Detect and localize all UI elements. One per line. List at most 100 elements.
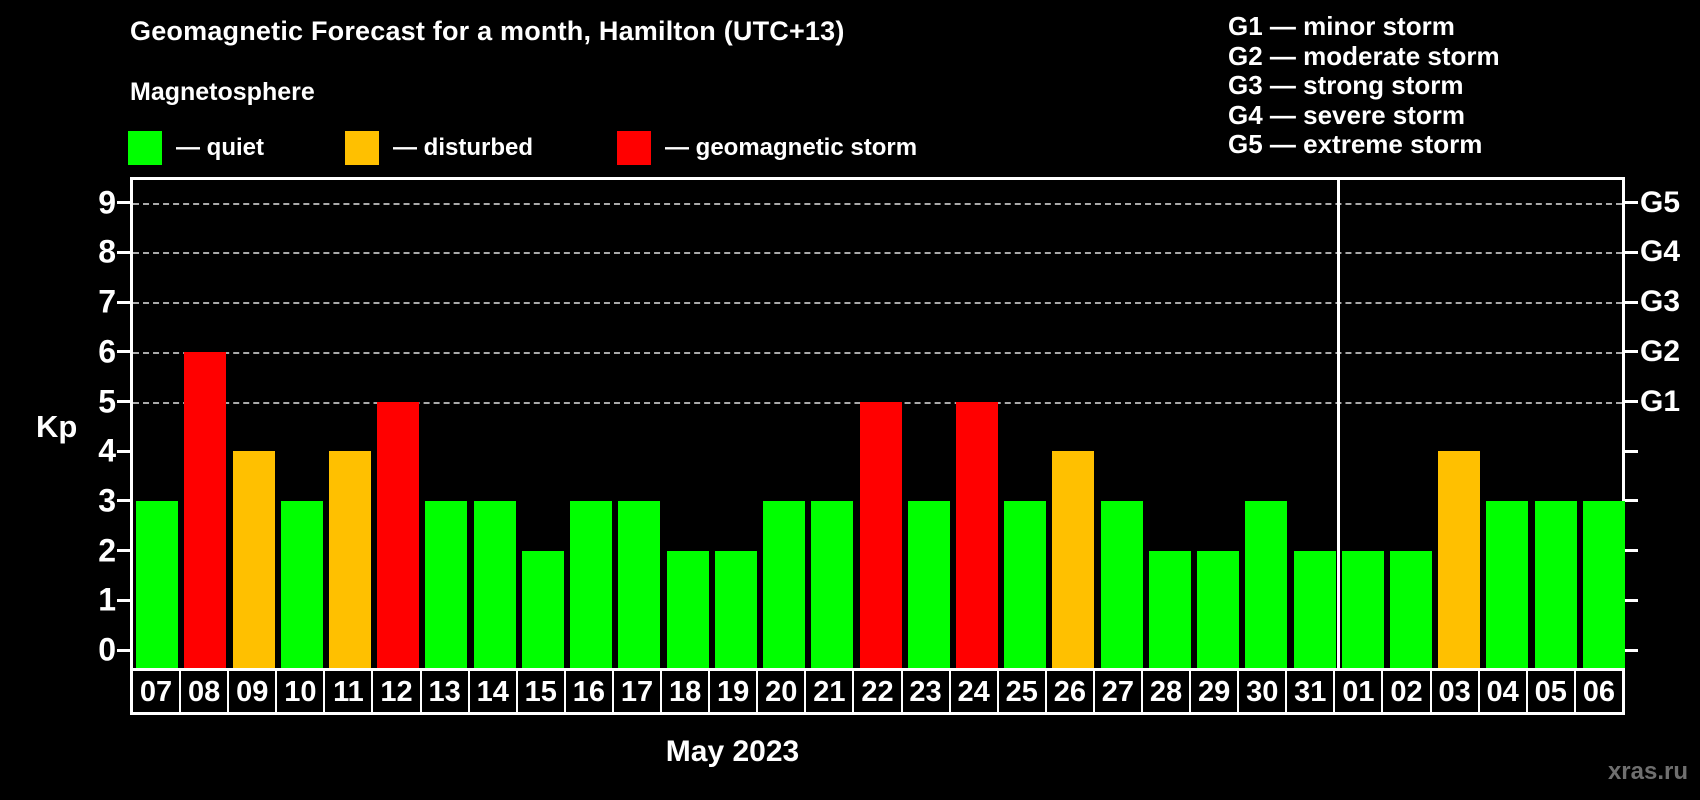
kp-bar: [136, 500, 179, 668]
left-axis-tick: [117, 400, 130, 403]
day-label-cell: 07: [139, 676, 173, 708]
left-axis-tick: [117, 300, 130, 304]
day-label-cell: 10: [275, 671, 323, 712]
plot-area: [130, 177, 1625, 668]
gridline-kp-8: [133, 252, 1622, 255]
kp-bar: [714, 550, 757, 668]
day-label-cell: 18: [660, 671, 708, 712]
day-label-cell: 14: [467, 671, 516, 712]
left-axis-tick: [117, 250, 130, 254]
y-tick-label: 3: [98, 482, 116, 519]
kp-bar: [1004, 500, 1047, 668]
day-label-cell: 24: [948, 671, 997, 712]
disturbed-color-swatch: [345, 131, 379, 165]
legend-item-disturbed: — disturbed: [345, 131, 533, 165]
kp-bar: [329, 451, 372, 668]
right-axis-tick: [1625, 648, 1638, 652]
right-axis-tick: [1625, 250, 1638, 254]
kp-bar: [1052, 451, 1095, 668]
day-label-cell: 02: [1381, 671, 1429, 712]
kp-bar: [1486, 500, 1529, 668]
day-label-cell: 28: [1140, 671, 1189, 712]
g-axis-label-g3: G3: [1640, 285, 1681, 319]
gridline-kp-9: [133, 202, 1622, 205]
left-axis-tick: [117, 648, 130, 652]
y-tick-label: 4: [98, 432, 116, 469]
month-separator-line: [1337, 180, 1341, 668]
day-label-cell: 31: [1285, 671, 1333, 712]
legend-item-storm: — geomagnetic storm: [617, 131, 917, 165]
y-tick-label: 0: [98, 631, 116, 668]
left-axis-tick: [117, 449, 130, 453]
chart-subtitle: Magnetosphere: [130, 78, 315, 106]
left-axis-tick: [117, 350, 130, 354]
kp-bar: [1197, 550, 1240, 668]
kp-bar: [955, 401, 998, 668]
kp-bar: [521, 550, 564, 668]
left-axis-tick: [117, 499, 130, 503]
right-axis-tick: [1625, 499, 1638, 503]
kp-bar: [184, 351, 227, 668]
kp-bar: [280, 500, 323, 668]
right-axis-tick: [1625, 300, 1638, 304]
left-axis-tick: [117, 549, 130, 553]
kp-bar: [1534, 500, 1577, 668]
day-label-cell: 20: [756, 671, 804, 712]
legend-item-quiet: — quiet: [128, 131, 264, 165]
left-axis-tick: [117, 201, 130, 205]
day-label-cell: 27: [1092, 671, 1141, 712]
g-axis-label-g5: G5: [1640, 185, 1681, 219]
storm-color-swatch: [617, 131, 651, 165]
kp-bar: [1100, 500, 1143, 668]
kp-bar: [763, 500, 806, 668]
kp-bar: [425, 500, 468, 668]
y-tick-label: 6: [98, 333, 116, 370]
day-label-cell: 19: [708, 671, 756, 712]
legend-label-quiet: — quiet: [176, 134, 264, 161]
day-label-cell: 23: [900, 671, 949, 712]
gridline-kp-6: [133, 351, 1622, 354]
gridline-kp-7: [133, 302, 1622, 305]
g-legend-line-g3: G3 — strong storm: [1228, 70, 1464, 100]
kp-bar: [473, 500, 516, 668]
right-axis-tick: [1625, 449, 1638, 453]
left-axis-tick: [117, 598, 130, 602]
kp-bar: [1245, 500, 1288, 668]
right-axis-tick: [1625, 598, 1638, 602]
day-label-cell: 11: [323, 671, 371, 712]
g-legend-line-g1: G1 — minor storm: [1228, 11, 1455, 41]
right-axis-tick: [1625, 201, 1638, 205]
day-label-cell: 08: [179, 671, 227, 712]
kp-bar: [1293, 550, 1336, 668]
day-label-cell: 30: [1237, 671, 1285, 712]
day-label-cell: 06: [1573, 671, 1622, 712]
kp-bar: [859, 401, 902, 668]
day-label-cell: 29: [1189, 671, 1237, 712]
day-label-cell: 26: [1044, 671, 1093, 712]
g-legend-line-g5: G5 — extreme storm: [1228, 129, 1483, 159]
day-label-cell: 15: [515, 671, 564, 712]
y-tick-label: 9: [98, 184, 116, 221]
y-axis-title: Kp: [36, 409, 78, 444]
g-legend-line-g4: G4 — severe storm: [1228, 99, 1466, 130]
kp-bar: [618, 500, 661, 668]
day-label-cell: 09: [227, 671, 275, 712]
kp-bar: [377, 401, 420, 668]
g-scale-legend: G1 — minor storm G2 — moderate storm G3 …: [1228, 11, 1500, 160]
x-axis-title: May 2023: [665, 735, 800, 768]
kp-bar: [1582, 500, 1625, 668]
kp-bar: [1341, 550, 1384, 668]
kp-bar: [1148, 550, 1191, 668]
g-axis-label-g1: G1: [1640, 384, 1681, 418]
y-tick-label: 7: [98, 283, 116, 320]
x-axis-day-labels: 07 08 09 10 11 12 13 14 15 16 17 18 19 20 21 22 23 24 25 26…: [130, 668, 1625, 715]
chart-title: Geomagnetic Forecast for a month, Hamilt…: [130, 16, 845, 46]
day-label-cell: 22: [852, 671, 900, 712]
g-axis-label-g2: G2: [1640, 334, 1681, 368]
kp-bar: [232, 451, 275, 668]
day-label-cell: 05: [1525, 671, 1574, 712]
right-axis-tick: [1625, 350, 1638, 354]
day-label-cell: 21: [804, 671, 852, 712]
legend-label-disturbed: — disturbed: [393, 134, 534, 161]
